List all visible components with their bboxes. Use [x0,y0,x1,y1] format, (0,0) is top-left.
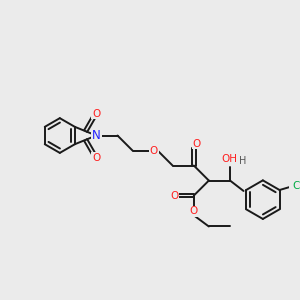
Text: N: N [92,129,101,142]
Text: Cl: Cl [292,181,300,191]
Text: O: O [193,139,201,148]
Text: OH: OH [221,154,237,164]
Text: O: O [92,152,101,163]
Text: O: O [190,206,198,217]
Text: O: O [170,190,178,201]
Text: O: O [92,109,101,118]
Text: O: O [150,146,158,155]
Text: H: H [239,156,246,166]
